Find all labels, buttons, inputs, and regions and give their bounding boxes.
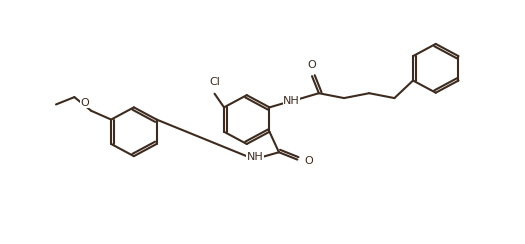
Text: O: O [81,98,90,108]
Text: O: O [304,156,313,165]
Text: NH: NH [283,96,300,106]
Text: NH: NH [247,152,264,162]
Text: Cl: Cl [209,77,220,87]
Text: O: O [308,60,317,70]
